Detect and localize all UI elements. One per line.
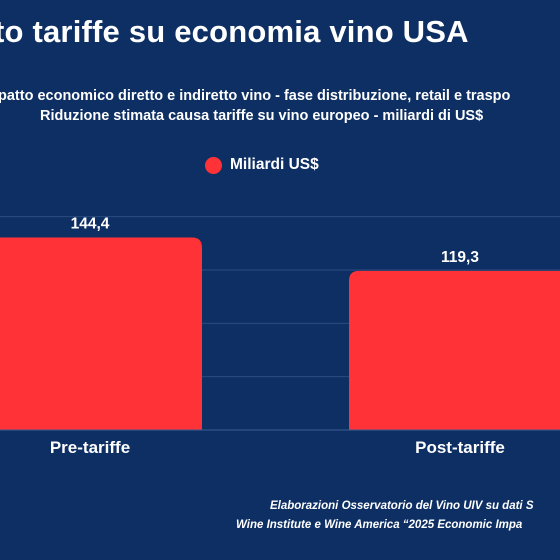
legend-label: Miliardi US$ xyxy=(230,156,319,173)
source-note-line-1: Elaborazioni Osservatorio del Vino UIV s… xyxy=(270,500,534,512)
category-label-0: Pre-tariffe xyxy=(50,438,130,457)
chart-subtitle-1: patto economico diretto e indiretto vino… xyxy=(0,88,511,104)
data-label-1: 119,3 xyxy=(441,249,479,266)
legend-swatch xyxy=(205,156,222,174)
data-label-0: 144,4 xyxy=(71,215,110,232)
bar-post-tariffe xyxy=(349,270,560,430)
chart-title: to tariffe su economia vino USA xyxy=(0,14,469,49)
source-note-line-2: Wine Institute e Wine America “2025 Econ… xyxy=(236,519,523,531)
category-label-1: Post-tariffe xyxy=(415,438,505,457)
chart-legend: Miliardi US$ xyxy=(205,156,319,174)
bar-pre-tariffe xyxy=(0,237,202,430)
chart-subtitle-2: Riduzione stimata causa tariffe su vino … xyxy=(40,108,484,124)
